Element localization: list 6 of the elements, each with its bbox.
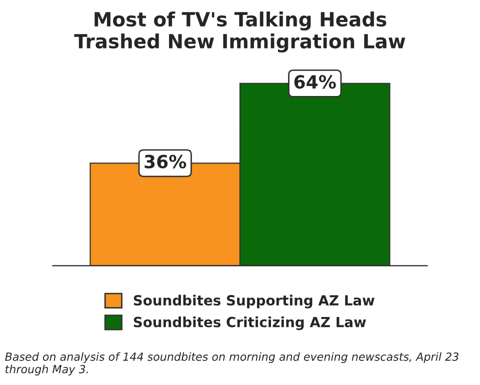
- text: Based on analysis of 144 soundbites on morning and evening newscasts, April 23 through May 3.: [5, 352, 458, 376]
- legend-label: Soundbites Supporting AZ Law: [134, 294, 374, 308]
- legend-label: Soundbites Criticizing AZ Law: [134, 316, 366, 330]
- data-label: 64%: [294, 75, 336, 89]
- chart-title: Most of TV's Talking Heads Trashed New Immigration Law: [74, 12, 406, 52]
- data-label: 36%: [144, 154, 186, 168]
